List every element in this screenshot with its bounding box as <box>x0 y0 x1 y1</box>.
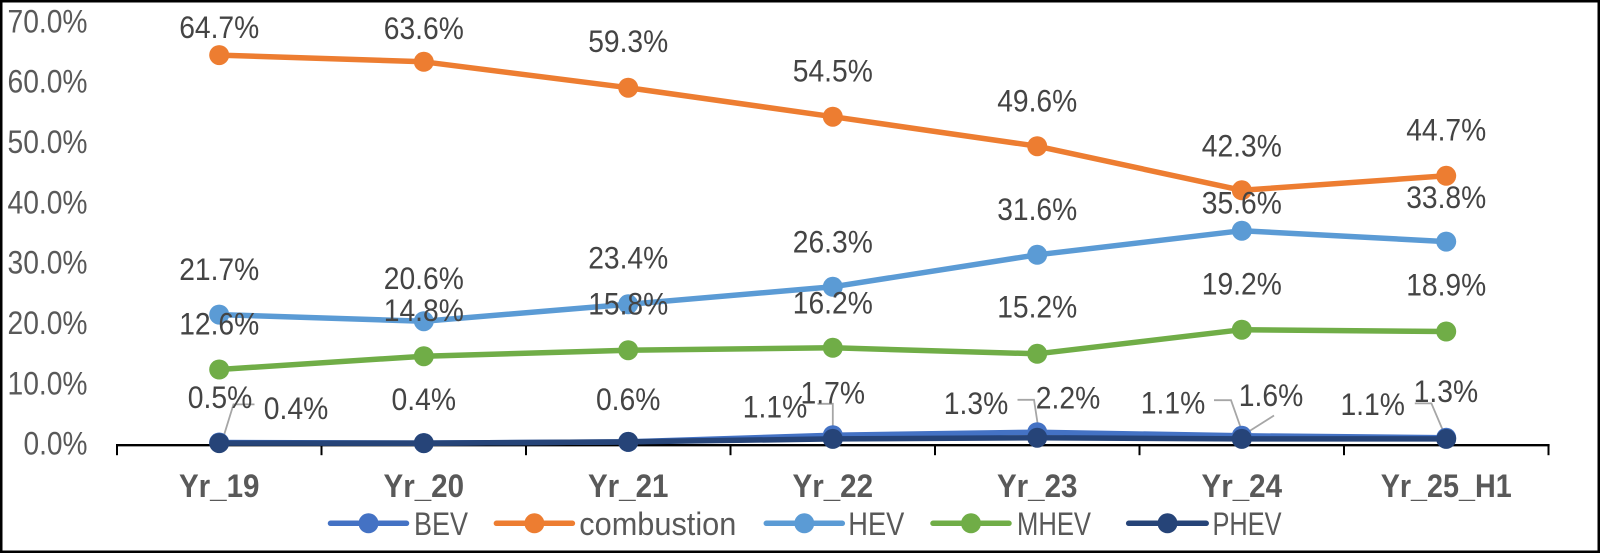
svg-text:0.6%: 0.6% <box>596 381 661 417</box>
svg-text:10.0%: 10.0% <box>8 365 88 401</box>
svg-text:26.3%: 26.3% <box>793 223 873 259</box>
svg-text:20.6%: 20.6% <box>384 260 464 296</box>
svg-text:60.0%: 60.0% <box>8 64 88 100</box>
svg-text:30.0%: 30.0% <box>8 245 88 281</box>
svg-text:59.3%: 59.3% <box>588 23 668 59</box>
svg-text:0.5%: 0.5% <box>188 379 253 415</box>
svg-text:12.6%: 12.6% <box>179 305 259 341</box>
svg-text:Yr_23: Yr_23 <box>997 468 1078 504</box>
svg-text:1.7%: 1.7% <box>801 374 866 410</box>
svg-text:50.0%: 50.0% <box>8 124 88 160</box>
svg-text:14.8%: 14.8% <box>384 292 464 328</box>
svg-text:Yr_25_H1: Yr_25_H1 <box>1381 468 1512 504</box>
svg-text:Yr_19: Yr_19 <box>179 468 260 504</box>
svg-text:0.4%: 0.4% <box>392 381 457 417</box>
svg-text:1.6%: 1.6% <box>1239 377 1304 413</box>
svg-text:54.5%: 54.5% <box>793 53 873 89</box>
svg-text:40.0%: 40.0% <box>8 184 88 220</box>
svg-text:44.7%: 44.7% <box>1406 111 1486 147</box>
svg-text:MHEV: MHEV <box>1017 506 1092 542</box>
svg-text:64.7%: 64.7% <box>179 9 259 45</box>
svg-text:63.6%: 63.6% <box>384 10 464 46</box>
svg-text:33.8%: 33.8% <box>1406 179 1486 215</box>
svg-text:15.2%: 15.2% <box>997 288 1077 324</box>
svg-text:1.3%: 1.3% <box>944 385 1009 421</box>
svg-text:20.0%: 20.0% <box>8 305 88 341</box>
svg-text:1.1%: 1.1% <box>1141 385 1206 421</box>
svg-text:BEV: BEV <box>414 506 469 542</box>
svg-text:35.6%: 35.6% <box>1202 185 1282 221</box>
svg-text:Yr_20: Yr_20 <box>384 468 465 504</box>
svg-text:70.0%: 70.0% <box>8 3 88 39</box>
svg-text:1.1%: 1.1% <box>743 388 808 424</box>
svg-text:31.6%: 31.6% <box>997 191 1077 227</box>
svg-text:0.4%: 0.4% <box>264 390 329 426</box>
svg-text:49.6%: 49.6% <box>997 82 1077 118</box>
svg-text:16.2%: 16.2% <box>793 284 873 320</box>
svg-text:Yr_21: Yr_21 <box>588 468 669 504</box>
svg-text:18.9%: 18.9% <box>1406 266 1486 302</box>
svg-text:combustion: combustion <box>579 506 736 542</box>
svg-text:42.3%: 42.3% <box>1202 128 1282 164</box>
svg-text:23.4%: 23.4% <box>588 240 668 276</box>
svg-text:21.7%: 21.7% <box>179 251 259 287</box>
svg-text:Yr_24: Yr_24 <box>1202 468 1283 504</box>
svg-text:19.2%: 19.2% <box>1202 265 1282 301</box>
svg-text:HEV: HEV <box>848 506 905 542</box>
svg-text:1.1%: 1.1% <box>1340 386 1405 422</box>
svg-text:Yr_22: Yr_22 <box>793 468 874 504</box>
svg-text:1.3%: 1.3% <box>1414 373 1479 409</box>
svg-text:2.2%: 2.2% <box>1036 379 1101 415</box>
svg-text:0.0%: 0.0% <box>24 426 88 462</box>
svg-text:PHEV: PHEV <box>1213 506 1283 542</box>
svg-text:15.8%: 15.8% <box>588 286 668 322</box>
